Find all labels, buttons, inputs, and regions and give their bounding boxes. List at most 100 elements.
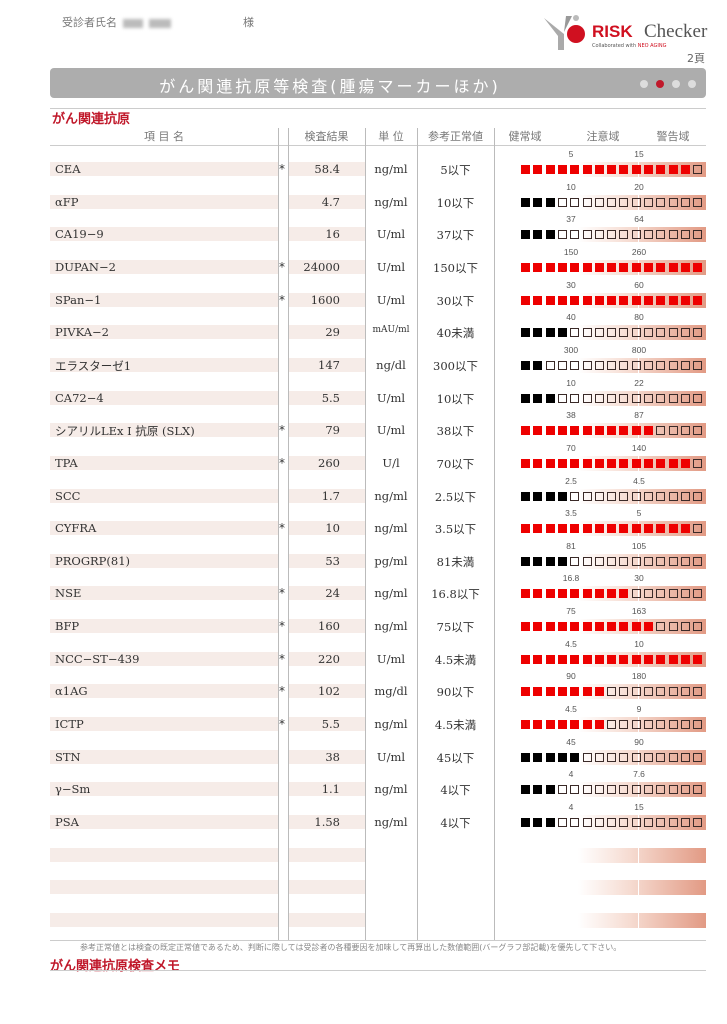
level-square-empty xyxy=(631,328,641,338)
unit: mAU/ml xyxy=(372,325,410,336)
caution-boundary xyxy=(638,488,639,504)
range-low-label: 4 xyxy=(568,769,574,780)
row-band xyxy=(50,292,278,307)
flag-asterisk: * xyxy=(279,162,285,176)
level-square-empty xyxy=(619,720,629,730)
caution-boundary xyxy=(638,847,639,863)
level-square-filled xyxy=(631,262,641,272)
level-square-filled xyxy=(545,426,555,436)
row-band xyxy=(288,619,365,634)
row-band xyxy=(50,553,278,568)
result-value: 220 xyxy=(318,651,340,666)
level-square-empty xyxy=(607,360,617,370)
patient-label-text: 受診者氏名 xyxy=(62,16,117,29)
level-square-empty xyxy=(607,393,617,403)
range-high-label: 60 xyxy=(634,279,644,290)
level-square-empty xyxy=(619,393,629,403)
redacted-given-name xyxy=(149,18,171,28)
level-square-empty xyxy=(656,491,666,501)
range-low-label: 30 xyxy=(566,279,576,290)
level-square-filled xyxy=(557,720,567,730)
level-square-empty xyxy=(656,197,666,207)
level-square-empty xyxy=(582,491,592,501)
level-square-empty xyxy=(693,524,703,534)
row-band xyxy=(50,325,278,340)
range-low-label: 16.8 xyxy=(562,573,580,584)
level-square-filled xyxy=(668,262,678,272)
memo-divider xyxy=(50,970,706,971)
range-high-label: 105 xyxy=(631,540,647,551)
level-square-empty xyxy=(644,360,653,370)
level-square-empty xyxy=(668,785,678,795)
level-square-filled xyxy=(607,622,617,632)
range-high-label: 64 xyxy=(634,214,644,225)
flag-asterisk: * xyxy=(279,717,285,732)
caution-boundary xyxy=(638,717,639,733)
result-value: 58.4 xyxy=(314,162,340,176)
level-square-empty xyxy=(570,230,580,240)
item-name: ICTP xyxy=(55,717,84,732)
level-square-filled xyxy=(557,589,567,599)
level-square-filled xyxy=(533,622,543,632)
level-square-empty xyxy=(668,720,678,730)
level-square-empty xyxy=(631,491,641,501)
level-square-filled xyxy=(619,524,629,534)
level-square-empty xyxy=(656,230,666,240)
level-square-empty xyxy=(582,360,592,370)
reference-value: 16.8以下 xyxy=(431,587,480,602)
range-low-label: 37 xyxy=(566,214,576,225)
range-low-label: 5 xyxy=(568,149,574,159)
banner-title: がん関連抗原等検査(腫瘍マーカーほか) xyxy=(159,77,501,96)
level-square-empty xyxy=(693,752,703,762)
level-square-empty xyxy=(693,556,703,566)
item-name: α1AG xyxy=(55,684,88,699)
reference-value: 75以下 xyxy=(436,620,475,635)
level-square-empty xyxy=(570,393,580,403)
row-band xyxy=(288,292,365,307)
range-high-label: 15 xyxy=(634,802,644,812)
col-reference: 参考正常値 xyxy=(428,130,483,143)
patient-name-label: 受診者氏名 xyxy=(62,14,171,30)
unit: U/ml xyxy=(376,749,406,764)
title-banner: がん関連抗原等検査(腫瘍マーカーほか) xyxy=(50,68,706,98)
level-square-empty xyxy=(656,622,666,632)
range-high-label: 260 xyxy=(631,246,647,257)
level-square-empty xyxy=(607,197,617,207)
level-square-filled xyxy=(557,491,567,501)
flag-asterisk: * xyxy=(279,586,285,601)
level-square-filled xyxy=(533,197,543,207)
row-band xyxy=(288,227,365,242)
caution-boundary xyxy=(638,227,639,243)
level-square-empty xyxy=(557,197,567,207)
row-band xyxy=(50,815,278,829)
level-square-empty xyxy=(619,328,629,338)
caution-boundary xyxy=(638,357,639,373)
level-square-empty xyxy=(668,197,678,207)
row-band xyxy=(288,325,365,340)
level-square-empty xyxy=(619,556,629,566)
level-square-filled xyxy=(582,622,592,632)
range-high-label: 163 xyxy=(631,606,647,617)
level-square-empty xyxy=(656,556,666,566)
caution-boundary xyxy=(638,390,639,406)
range-gradient xyxy=(578,880,706,896)
reference-value: 150以下 xyxy=(433,260,478,275)
range-high-label: 80 xyxy=(634,312,644,323)
item-name: STN xyxy=(55,749,81,764)
level-square-empty xyxy=(582,197,592,207)
level-square-filled xyxy=(619,165,629,174)
honorific: 様 xyxy=(243,16,254,29)
level-square-empty xyxy=(582,818,592,827)
level-square-filled xyxy=(533,393,543,403)
flag-asterisk: * xyxy=(279,684,285,699)
level-square-empty xyxy=(656,360,666,370)
level-square-filled xyxy=(545,524,555,534)
level-square-filled xyxy=(680,165,690,174)
level-square-filled xyxy=(533,360,543,370)
level-square-filled xyxy=(570,426,580,436)
level-square-filled xyxy=(521,818,530,827)
level-square-empty xyxy=(644,752,653,762)
level-square-empty xyxy=(668,556,678,566)
level-square-filled xyxy=(521,491,530,501)
level-square-filled xyxy=(594,262,604,272)
